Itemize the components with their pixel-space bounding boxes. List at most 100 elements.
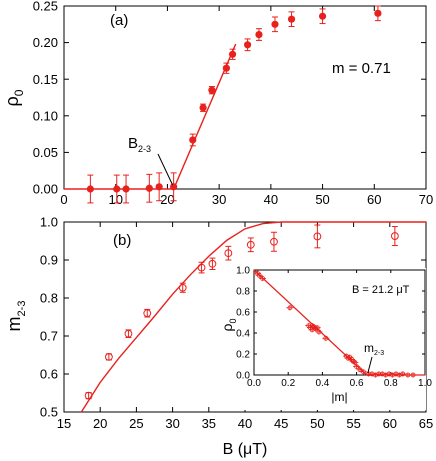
a-ytick-label: 0.05: [33, 145, 58, 160]
a-xtick-label: 40: [264, 192, 278, 207]
inset-ylabel: ρ0: [219, 319, 238, 332]
b-ytick-label: 0.9: [40, 253, 58, 268]
inset-data-point: [323, 335, 329, 341]
a-frame: [63, 5, 427, 190]
b-data-point: [143, 309, 152, 318]
a-ytick-label: 0.10: [33, 108, 58, 123]
a-xtick-label: 10: [108, 192, 122, 207]
b-xlabel: B (μT): [223, 441, 268, 458]
inset-data-point: [314, 325, 320, 331]
a-data-point: [189, 136, 197, 144]
a-fit-line: [64, 43, 237, 190]
b-xtick-label: 60: [383, 416, 397, 431]
b-xtick-label: 55: [346, 416, 360, 431]
a-annotation-b: B2-3: [128, 135, 151, 154]
b-xtick-label: 35: [202, 416, 216, 431]
a-data-point: [86, 185, 94, 193]
a-data-point: [145, 184, 153, 192]
inset-xtick-label: 0.6: [350, 378, 364, 389]
inset-data-point: [287, 305, 293, 311]
inset-ytick-label: 0.6: [236, 308, 250, 319]
inset-data-point: [354, 364, 360, 370]
panel-inset: 0.0 0.2 0.4 0.6 0.8 1.0 0.0 0.2 0.4 0.6 0.8 1.0 B = …: [218, 266, 432, 410]
inset-xtick-label: 0.8: [384, 378, 398, 389]
b-data-point: [104, 353, 113, 361]
inset-xtick-label: 0.2: [281, 378, 295, 389]
inset-ytick-label: 0.2: [236, 350, 250, 361]
a-data-point: [318, 12, 327, 20]
a-ytick-label: 0.25: [33, 0, 58, 14]
a-ytick-label: 0.15: [33, 72, 58, 87]
b-xtick-label: 65: [419, 416, 433, 431]
inset-annotation-pointer: [367, 356, 373, 374]
inset-data-point: [260, 275, 265, 281]
inset-xlabel: |m|: [331, 390, 347, 404]
b-ylabel: m2-3: [4, 301, 28, 332]
b-panel-label: (b): [113, 232, 131, 249]
b-ytick-label: 0.7: [40, 329, 58, 344]
a-data-point: [222, 64, 230, 72]
b-xtick-label: 25: [129, 416, 143, 431]
b-ytick-label: 0.5: [40, 405, 58, 420]
a-annotation-pointer: [157, 153, 174, 186]
a-annotation-m: m = 0.71: [332, 60, 391, 77]
a-ytick-label: 0.00: [33, 182, 58, 197]
b-curve: [80, 221, 426, 413]
a-data-point: [170, 183, 178, 191]
b-data-point: [246, 240, 255, 249]
inset-data-point: [361, 369, 366, 375]
a-data-point: [122, 185, 130, 193]
a-xtick-label: 50: [315, 192, 329, 207]
a-data-point: [271, 20, 279, 28]
a-xtick-label: 70: [419, 192, 433, 207]
b-data-point: [224, 249, 233, 258]
a-xtick-label: 60: [367, 192, 381, 207]
b-data-point: [84, 391, 93, 400]
b-data-point: [124, 329, 133, 338]
a-xtick-label: 30: [212, 192, 226, 207]
b-ytick-label: 0.6: [40, 367, 58, 382]
inset-data-point: [410, 372, 416, 378]
inset-data-point: [316, 329, 322, 335]
inset-annotation-b: B = 21.2 μT: [352, 284, 410, 296]
b-data-point: [270, 237, 278, 246]
b-data-point: [197, 263, 206, 272]
b-ytick-label: 0.8: [40, 291, 58, 306]
a-data-point: [113, 185, 121, 193]
a-xtick-label: 0: [60, 192, 67, 207]
b-data-point: [313, 232, 322, 241]
b-data-point: [178, 283, 187, 292]
a-data-point: [374, 9, 382, 17]
panel-a: 0 10 20 30 40 50 60 70 0.00 0.05 0.10 0.15 0.20 0.25 (…: [2, 0, 433, 207]
a-data-point: [155, 183, 163, 191]
inset-xtick-label: 1.0: [418, 378, 432, 389]
a-xtick-label: 20: [160, 192, 174, 207]
b-xtick-label: 40: [238, 416, 252, 431]
b-xtick-label: 50: [310, 416, 324, 431]
a-data-point: [228, 50, 237, 58]
inset-annotation-m: m2-3: [364, 341, 384, 357]
b-xtick-label: 30: [165, 416, 179, 431]
a-panel-label: (a): [110, 12, 128, 29]
b-xtick-label: 15: [57, 416, 71, 431]
inset-data-point: [256, 272, 262, 278]
b-xtick-label: 45: [274, 416, 288, 431]
inset-ytick-label: 1.0: [236, 266, 250, 277]
inset-xtick-label: 0.0: [247, 378, 261, 389]
b-ytick-label: 1.0: [40, 215, 58, 230]
inset-ytick-label: 0.0: [236, 371, 250, 382]
a-data-point: [208, 86, 216, 94]
inset-data-point: [400, 371, 406, 377]
inset-data-point: [352, 359, 358, 365]
a-ytick-label: 0.20: [33, 35, 58, 50]
b-data-point: [208, 259, 217, 268]
b-data-point: [390, 232, 399, 240]
panel-b: 15 20 25 30 35 40 45 50 55 60 65 0.5 0.6 0.7 0.8 0.9 1.0…: [4, 215, 433, 458]
inset-ytick-label: 0.8: [236, 287, 250, 298]
b-xtick-label: 20: [93, 416, 107, 431]
a-data-point: [243, 41, 252, 49]
a-data-point: [199, 104, 207, 112]
a-data-point: [255, 30, 263, 39]
inset-xtick-label: 0.4: [315, 378, 329, 389]
